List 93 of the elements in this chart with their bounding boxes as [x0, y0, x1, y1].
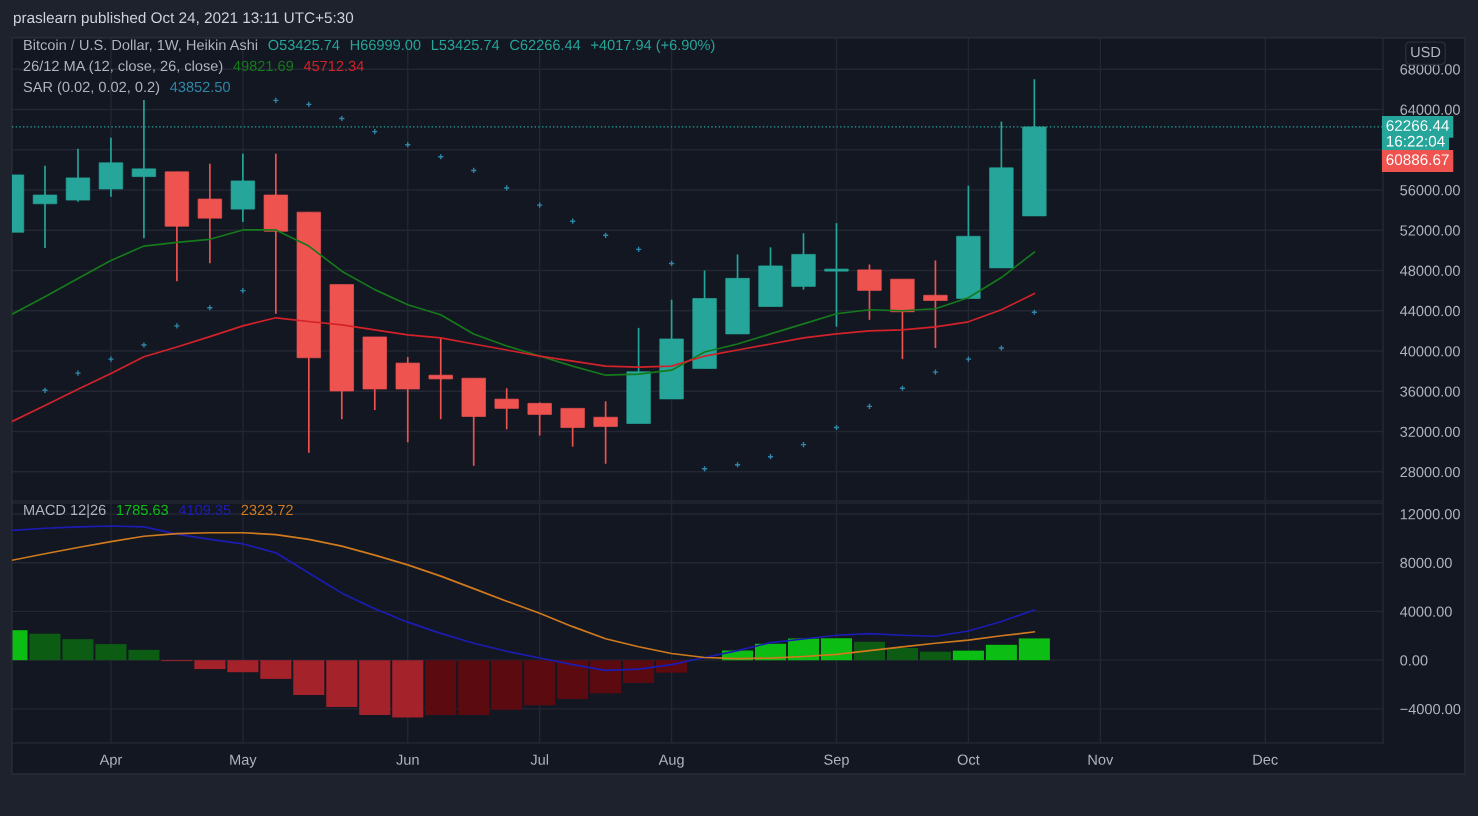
- point: [998, 344, 1005, 352]
- text: 60886.67: [1386, 154, 1449, 166]
- point: [965, 355, 972, 363]
- y-tick-label: 0.00: [1400, 655, 1428, 666]
- annotation: O53425.74: [268, 39, 340, 51]
- bar: [1018, 638, 1050, 661]
- y-tick-label: 48000.00: [1400, 265, 1460, 276]
- y-tick-label: 52000.00: [1400, 225, 1460, 236]
- annotation: 43852.50: [170, 81, 230, 93]
- point: [569, 217, 576, 225]
- chart-title: Bitcoin / U.S. Dollar, 1W, Heikin Ashi: [24, 39, 258, 52]
- bar: [293, 660, 325, 695]
- annotation: L53425.74: [431, 39, 500, 51]
- bar: [952, 650, 984, 661]
- point: [536, 201, 543, 209]
- bar: [392, 660, 424, 718]
- bar: [227, 660, 259, 673]
- line-series: [12, 292, 1036, 423]
- bar: [820, 638, 853, 661]
- annotation: 49821.69: [233, 60, 294, 72]
- y-tick-label: 28000.00: [1400, 466, 1460, 478]
- bar: [260, 660, 292, 679]
- x-tick-label: Sep: [824, 754, 849, 768]
- annotation: 2323.72: [241, 504, 293, 516]
- annotation: +4017.94 (+6.90%): [591, 39, 715, 53]
- x-tick-label: Nov: [1088, 754, 1114, 765]
- bar: [458, 660, 490, 716]
- candlestick: [494, 387, 519, 431]
- candlestick: [428, 337, 453, 421]
- bar: [886, 647, 918, 661]
- y-tick-label: 68000.00: [1400, 64, 1460, 75]
- candlestick: [32, 164, 58, 249]
- annotation: 1785.63: [117, 504, 169, 516]
- chart-subtitle: praslearn published Oct 24, 2021 13:11 UTC+5:30: [13, 11, 354, 27]
- text: 16:22:04: [1386, 135, 1445, 147]
- x-tick-label: Apr: [99, 754, 123, 768]
- y-tick-label: 32000.00: [1400, 426, 1460, 437]
- x-tick-label: Oct: [957, 754, 980, 765]
- point: [239, 287, 247, 294]
- x-tick-label: Aug: [658, 754, 684, 768]
- y-tick-label: 40000.00: [1400, 346, 1460, 357]
- y-tick-label: 44000.00: [1400, 305, 1460, 317]
- annotation: H66999.00: [350, 39, 421, 51]
- annotation: C62266.44: [510, 39, 581, 51]
- ref-line-label: 62266.44: [1386, 120, 1450, 132]
- bar: [491, 660, 523, 710]
- candlestick: [527, 401, 552, 437]
- chart-title: MACD 12|26: [24, 504, 106, 518]
- point: [206, 304, 214, 312]
- point: [74, 369, 82, 377]
- candlestick: [65, 147, 91, 203]
- y-tick-label: 4000.00: [1400, 606, 1452, 617]
- point: [107, 355, 115, 363]
- y-tick-label: 12000.00: [1400, 509, 1460, 520]
- y-tick-label: 56000.00: [1400, 185, 1460, 196]
- y-tick-label: −4000.00: [1400, 703, 1461, 715]
- bar: [524, 660, 556, 706]
- bar: [919, 651, 951, 661]
- candlestick: [197, 162, 222, 264]
- annotation: 4109.35: [178, 504, 231, 516]
- point: [41, 386, 49, 394]
- annotation: 26/12 MA (12, close, 26, close): [23, 60, 223, 74]
- point: [140, 341, 148, 349]
- x-tick-label: Dec: [1253, 754, 1278, 765]
- x-tick-label: Jun: [396, 754, 419, 765]
- bar: [425, 660, 457, 716]
- bar: [128, 649, 160, 661]
- y-axis-title: USD: [1411, 46, 1441, 58]
- point: [272, 97, 280, 104]
- point: [503, 184, 510, 192]
- candlestick: [560, 407, 585, 448]
- annotation: SAR (0.02, 0.02, 0.2): [23, 81, 160, 95]
- bar: [623, 660, 655, 683]
- y-tick-label: 8000.00: [1400, 557, 1452, 569]
- y-tick-label: 64000.00: [1400, 104, 1460, 115]
- candlestick: [824, 222, 849, 328]
- candlestick: [857, 263, 882, 321]
- candlestick: [923, 259, 948, 349]
- x-tick-label: Jul: [530, 754, 549, 765]
- x-tick-label: May: [230, 754, 257, 768]
- bar: [557, 660, 589, 700]
- bar: [985, 644, 1017, 661]
- bar: [590, 660, 622, 694]
- point: [932, 368, 939, 376]
- bar: [326, 660, 358, 708]
- annotation: 45712.34: [303, 60, 364, 72]
- point: [305, 101, 313, 108]
- point: [173, 322, 181, 330]
- line-series: [12, 229, 1036, 377]
- bar: [359, 660, 391, 716]
- y-tick-label: 36000.00: [1400, 386, 1460, 397]
- bar: [194, 660, 226, 670]
- candlestick: [593, 400, 618, 465]
